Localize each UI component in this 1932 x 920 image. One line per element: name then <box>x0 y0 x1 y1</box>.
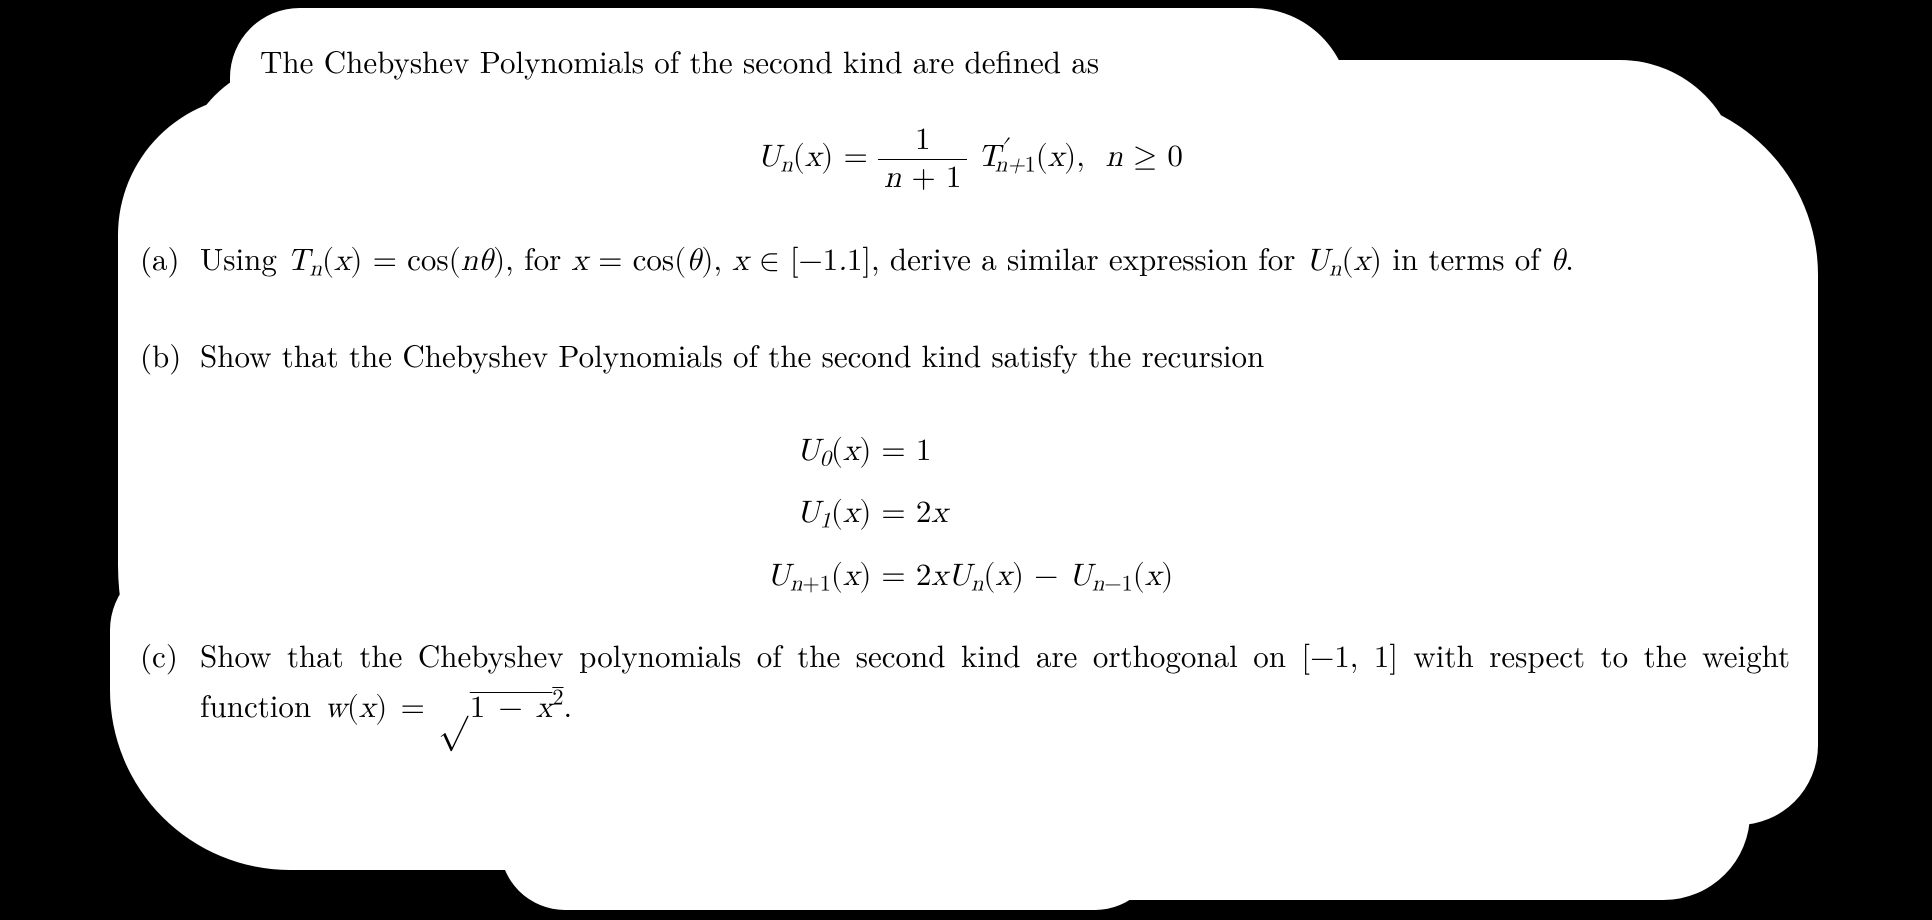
intro-text-span: The Chebyshev Polynomials of the second … <box>260 38 1099 82</box>
a-eq2: x = cos(θ), x ∈ [−1.1] <box>572 246 871 277</box>
c-interval: [−1, 1] <box>1301 643 1397 674</box>
rec3-rhs: = 2xUn(x) − Un−1(x) <box>881 555 1173 601</box>
a-mid2: , derive a similar expression for <box>871 235 1306 279</box>
c-weight: w(x) = √1 − x2 <box>324 693 563 724</box>
part-a-body: Using Tn(x) = cos(nθ), for x = cos(θ), x… <box>200 235 1790 286</box>
a-eq1: Tn(x) = cos(nθ) <box>287 246 505 277</box>
a-mid1: , for <box>505 235 571 279</box>
def-lhs: Un(x) <box>757 142 833 173</box>
c-pre: Show that the Chebyshev polynomials of t… <box>200 632 1301 676</box>
part-a-label: (a) <box>140 235 200 279</box>
intro-text: The Chebyshev Polynomials of the second … <box>260 38 1660 82</box>
a-eq3: Un(x) <box>1306 246 1382 277</box>
rec3-lhs: Un+1(x) <box>767 555 872 601</box>
rec2-rhs: = 2x <box>881 492 1173 536</box>
content-layer: The Chebyshev Polynomials of the second … <box>140 20 1800 870</box>
part-c-body: Show that the Chebyshev polynomials of t… <box>200 632 1790 732</box>
part-b-label: (b) <box>140 332 200 376</box>
definition-equation: Un(x) = 1 n + 1 T′n+1(x), n ≥ 0 <box>140 125 1800 194</box>
rec1-lhs: U0(x) <box>767 430 872 476</box>
a-end: . <box>1565 235 1574 279</box>
part-c-label: (c) <box>140 632 200 676</box>
a-post: in terms of <box>1382 235 1550 279</box>
def-tail: T′n+1(x), n ≥ 0 <box>978 142 1183 173</box>
part-b: (b)Show that the Chebyshev Polynomials o… <box>140 332 1800 376</box>
part-b-text: Show that the Chebyshev Polynomials of t… <box>200 332 1790 376</box>
part-c: (c)Show that the Chebyshev polynomials o… <box>140 632 1800 732</box>
c-end: . <box>564 682 573 726</box>
def-frac-den: n + 1 <box>878 160 967 194</box>
a-pre: Using <box>200 235 287 279</box>
rec2-lhs: U1(x) <box>767 492 872 538</box>
def-frac-num: 1 <box>878 125 967 160</box>
def-eq-sign: = <box>844 142 878 173</box>
rec1-rhs: = 1 <box>881 430 1173 474</box>
part-a: (a)Using Tn(x) = cos(nθ), for x = cos(θ)… <box>140 235 1800 286</box>
recursion-block: U0(x) = 1 U1(x) = 2x Un+1(x) = 2xUn(x) −… <box>140 430 1800 601</box>
def-fraction: 1 n + 1 <box>878 125 967 194</box>
a-eq4: θ <box>1550 246 1565 277</box>
